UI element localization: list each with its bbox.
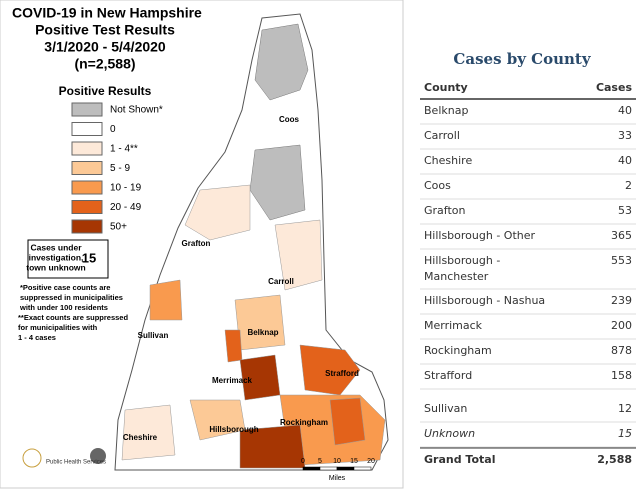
case-count: 2 <box>625 179 632 192</box>
county-name: Hillsborough - Nashua <box>424 294 545 307</box>
map-shape <box>114 13 389 471</box>
county-name: Carroll <box>424 129 460 142</box>
county-name: Strafford <box>424 369 472 382</box>
county-label: Merrimack <box>212 376 253 385</box>
legend-swatch <box>71 180 103 195</box>
legend-swatch <box>71 161 103 175</box>
footnote: suppressed in municipalities <box>20 293 123 302</box>
table-title: Cases by County <box>453 50 591 68</box>
map-title-line: Positive Test Results <box>35 22 175 38</box>
table-header: County <box>424 81 468 94</box>
case-count: 553 <box>611 254 632 267</box>
seal <box>90 448 106 464</box>
legend-swatch <box>71 102 103 117</box>
county-name: Hillsborough - Other <box>424 229 535 242</box>
county-label: Rockingham <box>280 418 328 427</box>
county-name: Merrimack <box>424 319 483 332</box>
county-label: Sullivan <box>138 331 169 340</box>
legend-label: 50+ <box>110 222 127 233</box>
scale-label: 15 <box>350 458 358 465</box>
scale-label: 0 <box>301 458 305 465</box>
legend-label: 10 - 19 <box>110 183 142 194</box>
total-label: Grand Total <box>424 453 495 466</box>
footnote: **Exact counts are suppressed <box>18 313 128 322</box>
case-count: 33 <box>618 129 632 142</box>
total-value: 2,588 <box>597 453 632 466</box>
legend-label: 20 - 49 <box>110 202 142 213</box>
legend-swatch <box>71 141 103 156</box>
investigation-text: Cases under <box>30 242 82 252</box>
scale-bar <box>336 466 355 471</box>
table-header: Cases <box>596 81 633 94</box>
scale-label: 5 <box>318 458 322 465</box>
footnote: *Positive case counts are <box>20 283 110 292</box>
county-name: Cheshire <box>424 154 472 167</box>
investigation-count: 15 <box>82 250 96 265</box>
legend-swatch <box>71 219 103 234</box>
county-name: Manchester <box>424 270 489 283</box>
map-title-line: 3/1/2020 - 5/4/2020 <box>44 39 166 55</box>
county-name: Grafton <box>424 204 466 217</box>
case-count: 40 <box>618 154 632 167</box>
county-name: Belknap <box>424 104 468 117</box>
footnote: 1 - 4 cases <box>18 333 56 342</box>
county-name: Unknown <box>424 427 475 440</box>
county-label: Hillsborough <box>209 425 258 434</box>
scale-label: 20 <box>367 458 375 465</box>
legend-title: Positive Results <box>59 84 152 98</box>
legend-swatch <box>71 122 103 136</box>
county-name: Coos <box>424 179 451 192</box>
scale-unit: Miles <box>329 475 346 482</box>
map-title-line: COVID-19 in New Hampshire <box>12 5 202 21</box>
case-count: 12 <box>618 402 632 415</box>
investigation-text: investigation, <box>29 252 84 262</box>
case-count: 15 <box>618 427 632 440</box>
legend-label: 5 - 9 <box>110 163 130 174</box>
case-count: 878 <box>611 344 632 357</box>
county-label: Carroll <box>268 277 294 286</box>
county-name: Sullivan <box>424 402 467 415</box>
legend-label: Not Shown* <box>110 105 163 116</box>
county-label: Grafton <box>182 239 211 248</box>
investigation-text: town unknown <box>26 262 86 272</box>
county-label: Strafford <box>325 369 359 378</box>
county-label: Coos <box>279 115 300 124</box>
investigation-box <box>27 239 109 279</box>
county-name: Rockingham <box>424 344 492 357</box>
legend-label: 0 <box>110 124 116 135</box>
county-label: Cheshire <box>123 433 158 442</box>
footnote: for municipalities with <box>18 323 98 332</box>
case-count: 200 <box>611 319 632 332</box>
scale-label: 10 <box>333 458 341 465</box>
scale-bar <box>353 466 372 471</box>
county-name: Hillsborough - <box>424 254 500 267</box>
scale-bar <box>319 466 338 471</box>
legend-label: 1 - 4** <box>110 144 138 155</box>
county-label: Belknap <box>247 328 278 337</box>
legend-swatch <box>71 200 103 214</box>
case-count: 40 <box>618 104 632 117</box>
scale-bar <box>302 466 321 471</box>
agency-name: Public Health Services <box>46 460 106 466</box>
case-count: 239 <box>611 294 632 307</box>
agency-logo <box>22 448 42 468</box>
footnote: with under 100 residents <box>19 303 108 312</box>
case-count: 158 <box>611 369 632 382</box>
map-title-line: (n=2,588) <box>74 56 135 72</box>
case-count: 53 <box>618 204 632 217</box>
case-count: 365 <box>611 229 632 242</box>
